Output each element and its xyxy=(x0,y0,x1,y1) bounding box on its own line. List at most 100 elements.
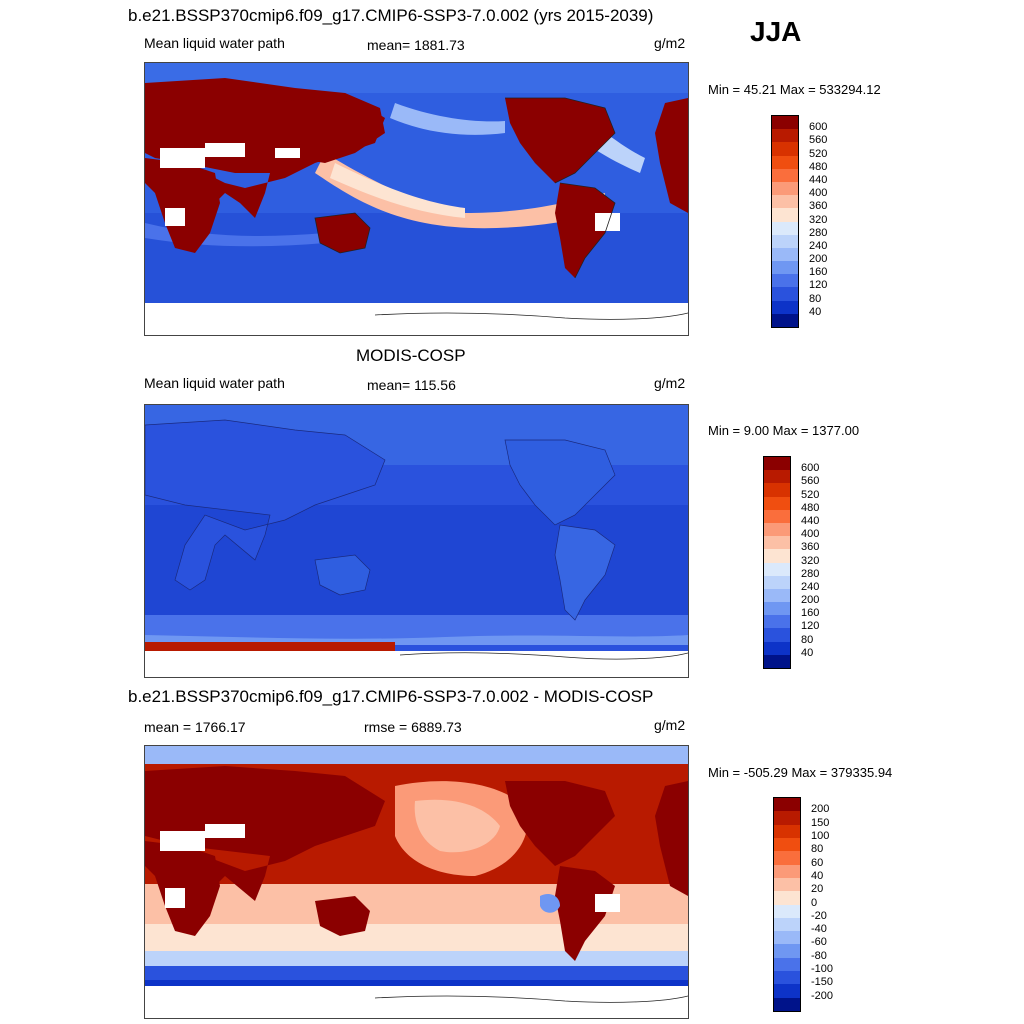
colorbar-tick-label: -60 xyxy=(811,936,827,949)
colorbar-swatch xyxy=(772,181,798,196)
colorbar-swatch xyxy=(774,864,800,878)
colorbar-swatch xyxy=(774,851,800,865)
colorbar-swatch xyxy=(764,641,790,655)
colorbar-swatch xyxy=(764,628,790,642)
colorbar-swatch xyxy=(764,575,790,589)
colorbar-swatch xyxy=(772,247,798,262)
colorbar-swatch xyxy=(774,811,800,825)
colorbar-tick-label: 80 xyxy=(809,292,822,305)
colorbar-swatch xyxy=(764,457,790,471)
colorbar-tick-label: 60 xyxy=(811,856,824,869)
panel1-map xyxy=(144,62,689,336)
panel3-colorbar xyxy=(773,797,801,1012)
panel2-colorbar xyxy=(763,456,791,669)
colorbar-swatch xyxy=(764,496,790,510)
colorbar-tick-label: 40 xyxy=(809,305,822,318)
colorbar-tick-label: 280 xyxy=(809,226,828,239)
panel1-colorbar xyxy=(771,115,799,328)
colorbar-tick-label: 200 xyxy=(809,253,828,266)
colorbar-tick-label: 440 xyxy=(809,173,828,186)
colorbar-tick-label: -20 xyxy=(811,909,827,922)
colorbar-tick-label: 560 xyxy=(809,134,828,147)
colorbar-tick-label: 480 xyxy=(809,160,828,173)
colorbar-swatch xyxy=(764,509,790,523)
colorbar-tick-label: 160 xyxy=(801,607,820,620)
colorbar-tick-label: 240 xyxy=(809,239,828,252)
panel2-map xyxy=(144,404,689,678)
colorbar-swatch xyxy=(772,195,798,209)
colorbar-tick-label: 100 xyxy=(811,829,830,842)
panel3-mean-label: mean = 1766.17 xyxy=(144,719,246,735)
colorbar-tick-label: 20 xyxy=(811,883,824,896)
colorbar-swatch xyxy=(774,917,800,932)
colorbar-swatch xyxy=(774,891,800,905)
colorbar-swatch xyxy=(764,654,790,668)
panel2-map-svg xyxy=(145,405,688,677)
colorbar-swatch xyxy=(774,997,800,1011)
colorbar-swatch xyxy=(774,904,800,918)
colorbar-swatch xyxy=(772,155,798,169)
colorbar-swatch xyxy=(774,944,800,958)
colorbar-swatch xyxy=(764,562,790,576)
colorbar-swatch xyxy=(772,129,798,143)
colorbar-tick-label: 0 xyxy=(811,896,818,909)
colorbar-tick-label: 480 xyxy=(801,501,820,514)
panel1-variable-label: Mean liquid water path xyxy=(144,35,285,51)
panel2-minmax-label: Min = 9.00 Max = 1377.00 xyxy=(708,423,860,438)
panel2-variable-label: Mean liquid water path xyxy=(144,375,285,391)
colorbar-tick-label: 240 xyxy=(801,580,820,593)
colorbar-tick-label: 360 xyxy=(809,200,828,213)
colorbar-tick-label: 600 xyxy=(809,121,828,134)
colorbar-swatch xyxy=(774,798,800,812)
colorbar-swatch xyxy=(774,824,800,838)
colorbar-tick-label: 400 xyxy=(801,528,820,541)
colorbar-swatch xyxy=(774,984,800,998)
panel2-units-label: g/m2 xyxy=(654,375,686,391)
colorbar-tick-label: 520 xyxy=(809,147,828,160)
panel3-rmse-label: rmse = 6889.73 xyxy=(364,719,462,735)
colorbar-tick-label: 200 xyxy=(811,803,830,816)
colorbar-swatch xyxy=(774,837,800,852)
colorbar-swatch xyxy=(774,971,800,985)
colorbar-tick-label: 600 xyxy=(801,462,820,475)
colorbar-tick-label: 200 xyxy=(801,594,820,607)
panel3-map-svg xyxy=(145,746,688,1018)
panel3-units-label: g/m2 xyxy=(654,717,686,733)
colorbar-tick-label: 150 xyxy=(811,816,830,829)
colorbar-swatch xyxy=(772,221,798,235)
colorbar-swatch xyxy=(772,208,798,222)
colorbar-tick-label: -200 xyxy=(811,989,834,1002)
colorbar-swatch xyxy=(774,877,800,892)
colorbar-tick-label: -100 xyxy=(811,963,834,976)
panel1-mean-label: mean= 1881.73 xyxy=(367,37,465,53)
colorbar-tick-label: 120 xyxy=(801,620,820,633)
colorbar-tick-label: -150 xyxy=(811,976,834,989)
panel1-map-svg xyxy=(145,63,688,335)
colorbar-swatch xyxy=(772,313,798,327)
colorbar-swatch xyxy=(764,536,790,550)
colorbar-swatch xyxy=(764,549,790,563)
colorbar-swatch xyxy=(774,957,800,972)
colorbar-swatch xyxy=(764,588,790,603)
panel1-units-label: g/m2 xyxy=(654,35,686,51)
panel2-title: MODIS-COSP xyxy=(356,346,466,365)
colorbar-swatch xyxy=(772,261,798,275)
panel1-title: b.e21.BSSP370cmip6.f09_g17.CMIP6-SSP3-7.… xyxy=(128,6,654,25)
panel1-minmax-label: Min = 45.21 Max = 533294.12 xyxy=(708,82,881,97)
colorbar-tick-label: 440 xyxy=(801,514,820,527)
colorbar-swatch xyxy=(764,602,790,616)
panel2-mean-label: mean= 115.56 xyxy=(367,377,456,393)
colorbar-swatch xyxy=(772,287,798,301)
panel3-title: b.e21.BSSP370cmip6.f09_g17.CMIP6-SSP3-7.… xyxy=(128,687,654,706)
colorbar-swatch xyxy=(772,234,798,248)
colorbar-tick-label: -80 xyxy=(811,949,827,962)
colorbar-tick-label: 40 xyxy=(801,646,814,659)
colorbar-tick-label: 400 xyxy=(809,187,828,200)
colorbar-swatch xyxy=(772,168,798,182)
colorbar-tick-label: 560 xyxy=(801,475,820,488)
colorbar-swatch xyxy=(772,142,798,156)
colorbar-swatch xyxy=(772,300,798,314)
colorbar-tick-label: -40 xyxy=(811,923,827,936)
colorbar-swatch xyxy=(774,931,800,945)
colorbar-tick-label: 320 xyxy=(809,213,828,226)
